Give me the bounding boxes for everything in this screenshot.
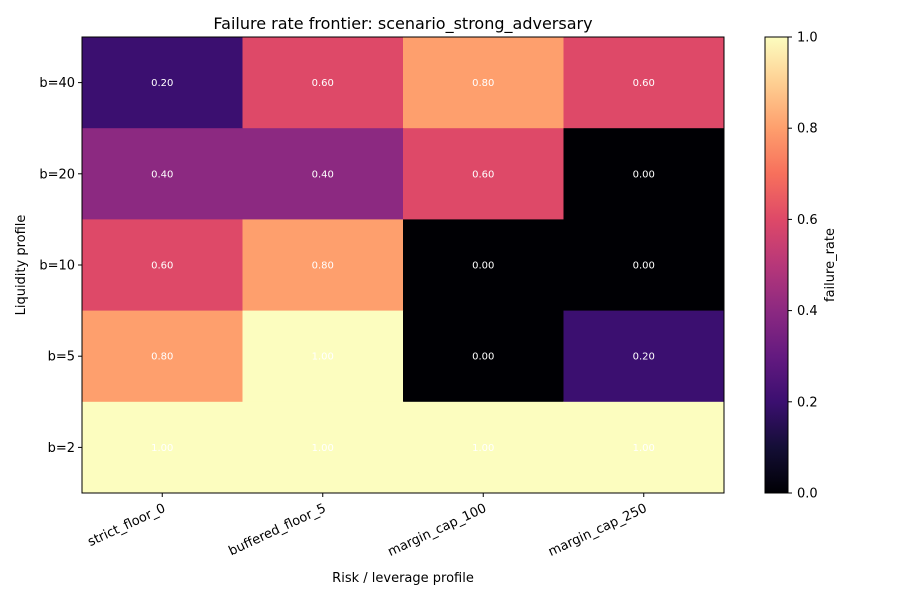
cell-value-label: 0.80: [151, 352, 173, 363]
x-axis-ticks: strict_floor_0 buffered_floor_5 margin_cap…: [86, 493, 649, 560]
heatmap-cell: [242, 401, 404, 494]
heatmap-cell-labels: 0.20 0.60 0.80 0.60 0.40 0.40 0.60 0.00 0.60 0.80…: [151, 78, 655, 454]
colorbar: [764, 36, 789, 494]
cell-value-label: 0.80: [472, 78, 494, 89]
heatmap-cell: [242, 128, 404, 220]
heatmap-cell: [242, 310, 404, 403]
colorbar-tick-label: 0.8: [797, 122, 818, 137]
cell-value-label: 1.00: [633, 443, 655, 454]
y-tick-label: b=5: [48, 350, 75, 365]
heatmap-cell: [242, 219, 404, 312]
heatmap-cell: [403, 310, 564, 403]
cell-value-label: 1.00: [312, 443, 334, 454]
cell-value-label: 0.60: [633, 78, 655, 89]
heatmap-cells: [82, 37, 725, 494]
heatmap-cell: [403, 401, 564, 494]
heatmap-cell: [82, 401, 243, 494]
colorbar-tick-label: 1.0: [797, 31, 818, 46]
colorbar-tick-label: 0.6: [797, 213, 818, 228]
cell-value-label: 0.00: [633, 261, 655, 272]
colorbar-tick-label: 0.0: [797, 487, 818, 502]
heatmap-cell: [563, 310, 725, 403]
heatmap-cell: [242, 37, 404, 129]
x-tick-label: margin_cap_250: [546, 501, 649, 560]
heatmap-cell: [563, 219, 725, 312]
heatmap-cell: [563, 37, 725, 129]
x-tick-label: buffered_floor_5: [227, 501, 329, 559]
cell-value-label: 1.00: [151, 443, 173, 454]
heatmap-cell: [82, 37, 243, 129]
colorbar-tick-label: 0.4: [797, 304, 818, 319]
cell-value-label: 0.20: [633, 352, 655, 363]
cell-value-label: 0.60: [151, 261, 173, 272]
cell-value-label: 0.80: [312, 261, 334, 272]
y-tick-label: b=40: [39, 76, 75, 91]
cell-value-label: 0.00: [472, 261, 494, 272]
heatmap-cell: [82, 219, 243, 312]
y-axis-label: Liquidity profile: [14, 215, 29, 316]
cell-value-label: 0.60: [472, 169, 494, 180]
heatmap-cell: [82, 310, 243, 403]
cell-value-label: 1.00: [472, 443, 494, 454]
y-tick-label: b=20: [39, 167, 75, 182]
heatmap-cell: [563, 128, 725, 220]
y-tick-label: b=2: [48, 441, 75, 456]
heatmap-cell: [82, 128, 243, 220]
y-tick-label: b=10: [39, 259, 75, 274]
x-axis-label: Risk / leverage profile: [332, 571, 474, 586]
chart-title: Failure rate frontier: scenario_strong_a…: [213, 14, 592, 34]
colorbar-ticks: 0.0 0.2 0.4 0.6 0.8 1.0: [788, 31, 818, 502]
x-tick-label: margin_cap_100: [386, 501, 489, 560]
x-tick-label: strict_floor_0: [86, 501, 168, 550]
heatmap-cell: [403, 37, 564, 129]
y-axis-ticks: b=40 b=20 b=10 b=5 b=2: [39, 76, 82, 456]
heatmap-cell: [403, 219, 564, 312]
cell-value-label: 0.20: [151, 78, 173, 89]
cell-value-label: 0.40: [312, 169, 334, 180]
cell-value-label: 0.60: [312, 78, 334, 89]
colorbar-tick-label: 0.2: [797, 395, 818, 410]
heatmap-cell: [403, 128, 564, 220]
colorbar-label: failure_rate: [823, 228, 838, 302]
cell-value-label: 1.00: [312, 352, 334, 363]
cell-value-label: 0.40: [151, 169, 173, 180]
cell-value-label: 0.00: [472, 352, 494, 363]
cell-value-label: 0.00: [633, 169, 655, 180]
heatmap-cell: [563, 401, 725, 494]
